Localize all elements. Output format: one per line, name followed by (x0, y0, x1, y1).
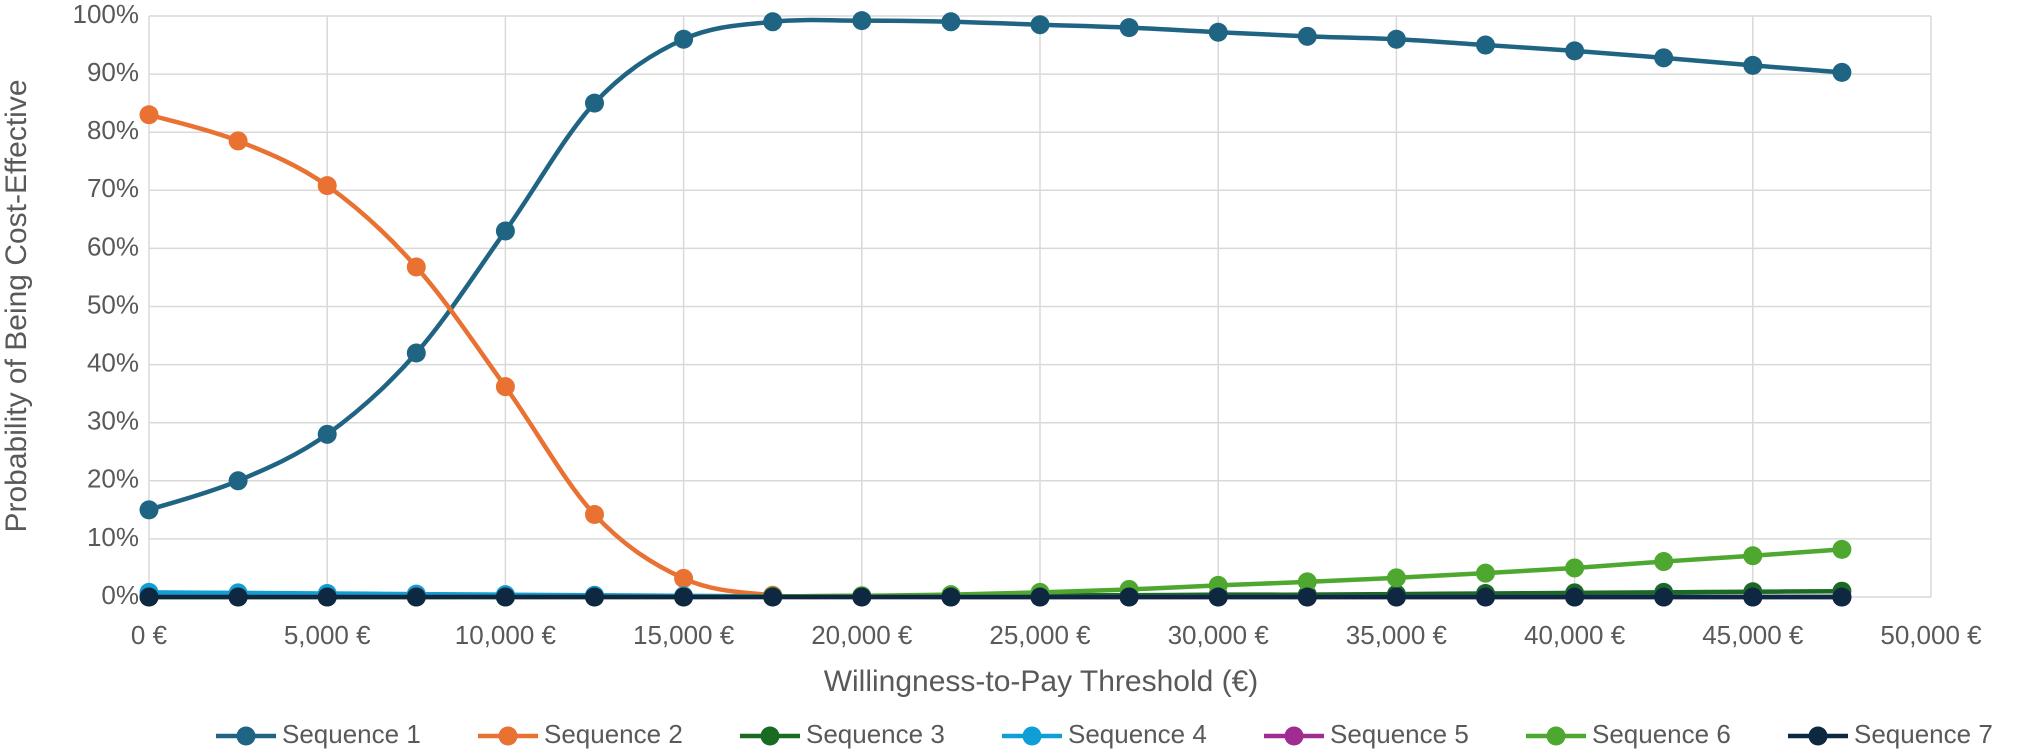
legend-marker (1808, 726, 1828, 746)
x-tick-label: 40,000 € (1524, 620, 1626, 650)
point (1030, 587, 1050, 607)
legend-label: Sequence 1 (282, 719, 421, 749)
point (139, 500, 159, 520)
legend-label: Sequence 7 (1854, 719, 1993, 749)
point (585, 93, 604, 113)
point (1297, 26, 1317, 46)
y-axis-title: Probability of Being Cost-Effective (0, 79, 33, 532)
x-tick-label: 0 € (131, 620, 168, 650)
point (1654, 587, 1674, 607)
legend-marker (1022, 726, 1042, 746)
series-line (148, 17, 1843, 512)
y-tick-label: 10% (87, 522, 139, 552)
point (406, 257, 426, 277)
point (852, 11, 872, 31)
legend-label: Sequence 5 (1330, 719, 1469, 749)
point (317, 587, 337, 607)
point (317, 176, 337, 196)
point (1743, 55, 1763, 75)
point (1119, 587, 1139, 607)
series-line (148, 547, 1843, 600)
x-tick-label: 30,000 € (1168, 620, 1270, 650)
point (763, 587, 783, 607)
point (852, 587, 872, 607)
point (228, 471, 248, 491)
point (495, 377, 515, 397)
point (585, 587, 604, 607)
point (1386, 587, 1406, 607)
y-tick-label: 50% (87, 289, 139, 319)
legend-label: Sequence 3 (806, 719, 945, 749)
x-tick-label: 15,000 € (633, 620, 735, 650)
x-tick-label: 10,000 € (455, 620, 557, 650)
point (495, 221, 515, 241)
point (406, 343, 426, 363)
point (1565, 41, 1585, 61)
y-tick-label: 20% (87, 464, 139, 494)
x-tick-label: 45,000 € (1702, 620, 1804, 650)
x-tick-label: 35,000 € (1346, 620, 1448, 650)
y-tick-label: 80% (87, 115, 139, 145)
x-tick-label: 5,000 € (284, 620, 371, 650)
point (1297, 572, 1317, 592)
point (1743, 587, 1763, 607)
point (585, 504, 604, 524)
point (1208, 22, 1228, 42)
point (1654, 552, 1674, 572)
point (1832, 539, 1852, 559)
legend-marker (1284, 726, 1304, 746)
point (228, 131, 248, 151)
y-tick-label: 70% (87, 173, 139, 203)
point (674, 587, 694, 607)
point (495, 587, 515, 607)
point (941, 12, 961, 32)
point (1743, 546, 1763, 566)
point (317, 424, 337, 444)
point (674, 568, 694, 588)
legend-label: Sequence 2 (544, 719, 683, 749)
point (1476, 35, 1495, 55)
point (1476, 563, 1495, 583)
point (1476, 587, 1495, 607)
point (1030, 15, 1050, 35)
point (1565, 558, 1585, 578)
point (228, 587, 248, 607)
y-tick-label: 40% (87, 347, 139, 377)
point (1386, 29, 1406, 49)
y-tick-label: 60% (87, 231, 139, 261)
point (406, 587, 426, 607)
point (1832, 587, 1852, 607)
legend-marker (236, 726, 256, 746)
legend-marker (760, 726, 780, 746)
point (139, 587, 159, 607)
y-tick-label: 30% (87, 406, 139, 436)
point (1386, 568, 1406, 588)
y-tick-label: 0% (101, 580, 139, 610)
point (1654, 48, 1674, 68)
point (763, 12, 783, 32)
legend-marker (498, 726, 518, 746)
point (1832, 62, 1852, 82)
x-axis-title: Willingness-to-Pay Threshold (€) (824, 665, 1259, 698)
point (1297, 587, 1317, 607)
y-tick-label: 100% (73, 0, 140, 29)
series-line (148, 112, 1842, 600)
point (1119, 18, 1139, 38)
legend-label: Sequence 6 (1592, 719, 1731, 749)
x-tick-label: 50,000 € (1880, 620, 1982, 650)
legend-label: Sequence 4 (1068, 719, 1207, 749)
point (941, 587, 961, 607)
point (1565, 587, 1585, 607)
point (139, 105, 159, 125)
point (1208, 587, 1228, 607)
point (674, 29, 694, 49)
x-tick-label: 20,000 € (811, 620, 913, 650)
y-tick-label: 90% (87, 57, 139, 87)
x-tick-label: 25,000 € (989, 620, 1091, 650)
legend-marker (1546, 726, 1566, 746)
